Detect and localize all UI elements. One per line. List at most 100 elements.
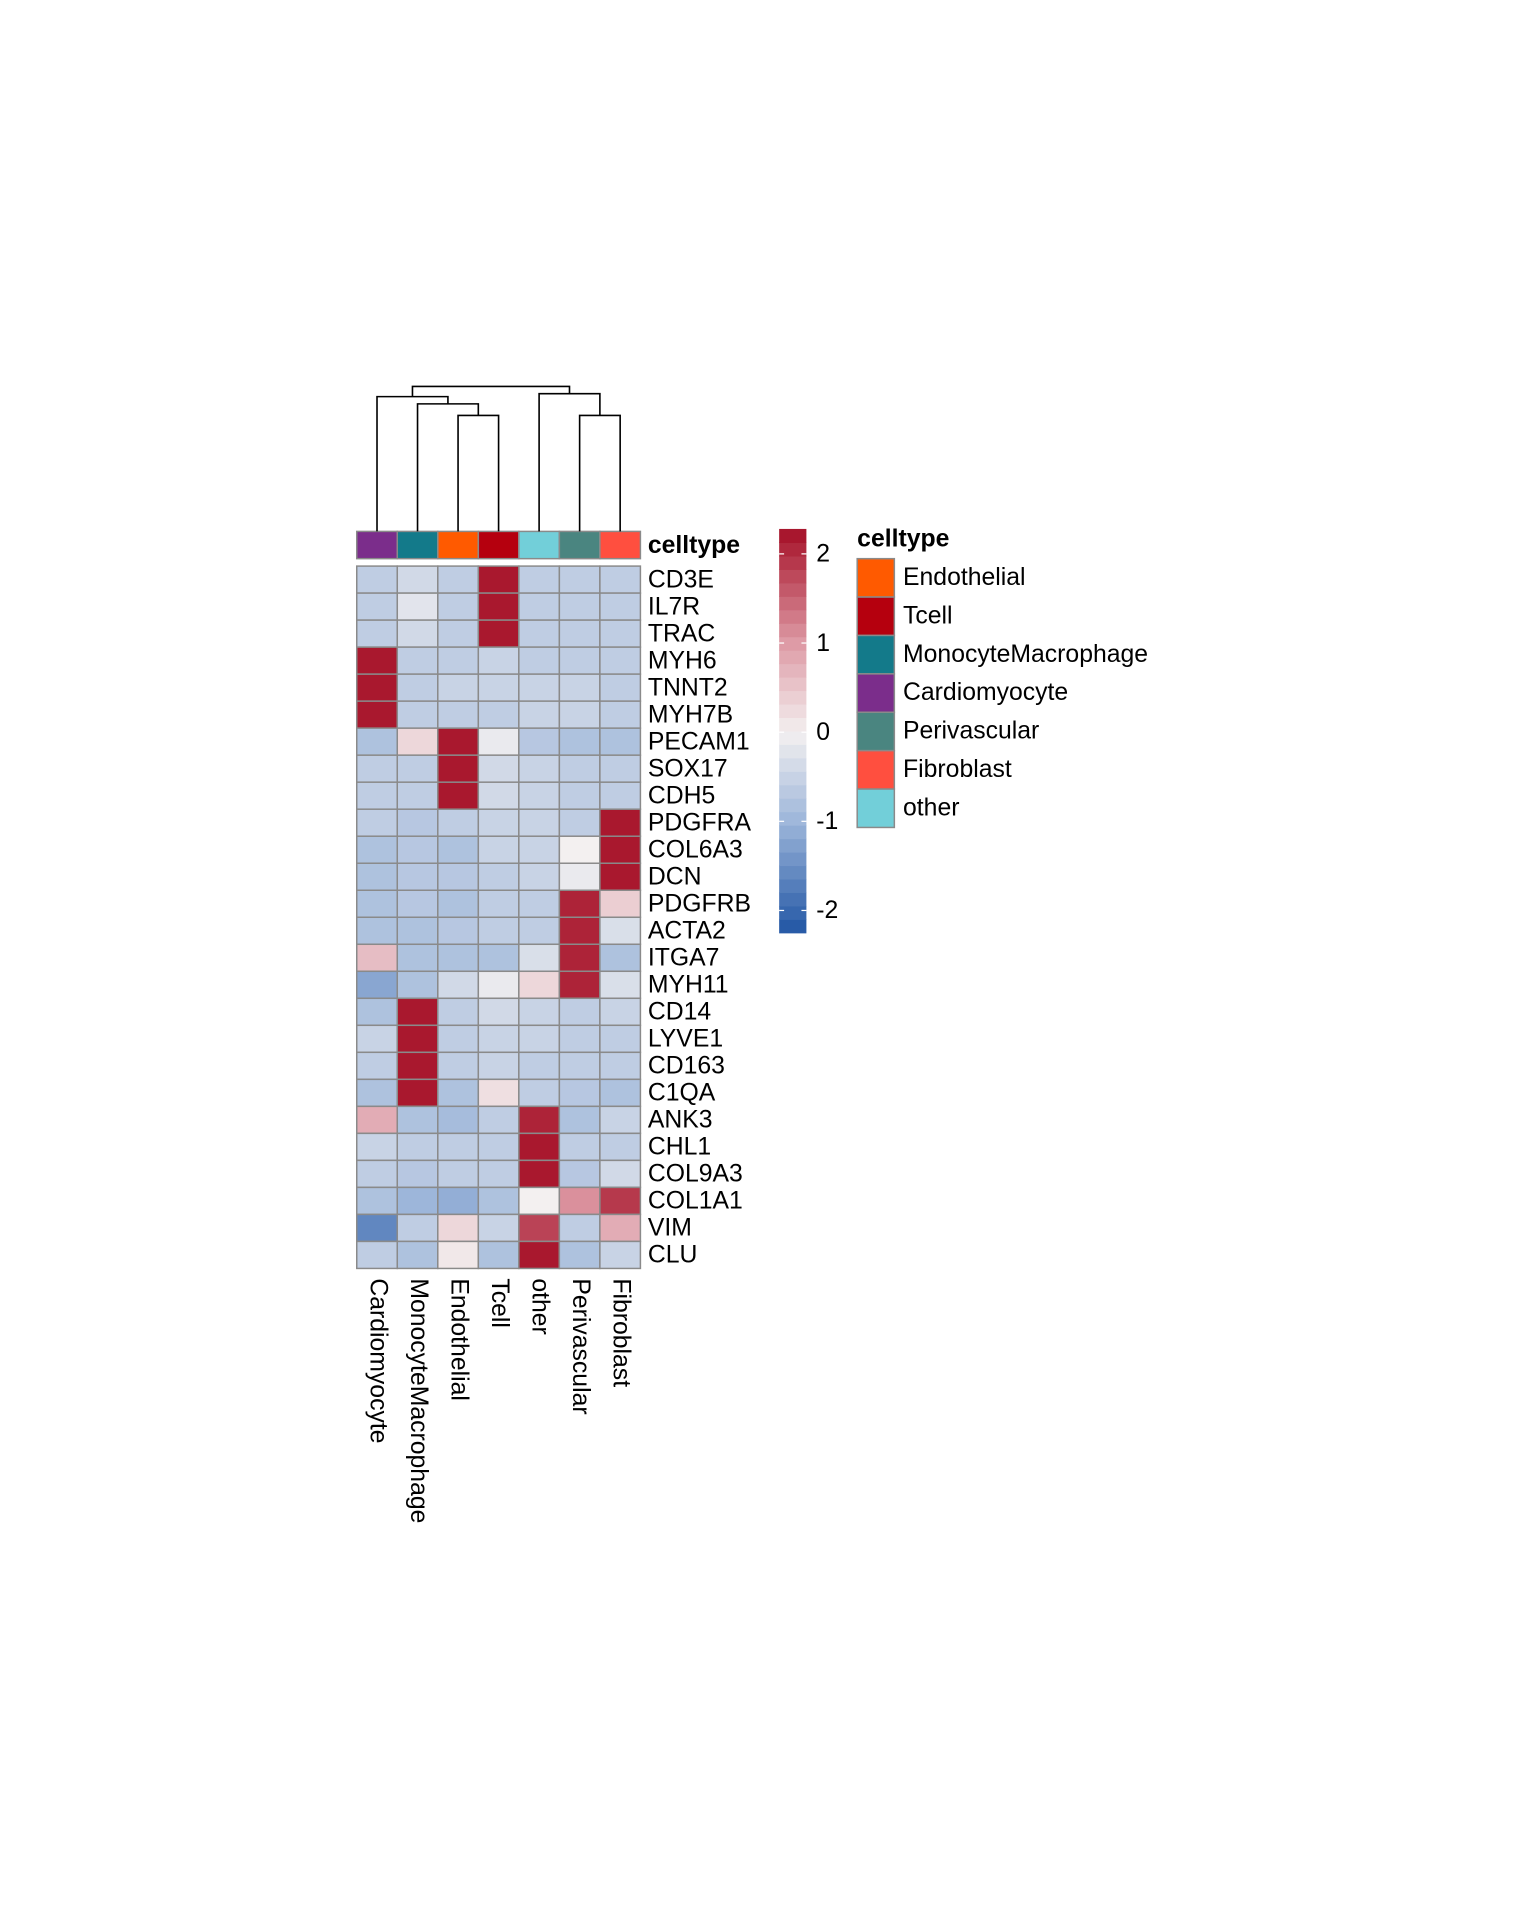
heatmap-cell — [356, 1132, 399, 1162]
heatmap-cell — [356, 1159, 399, 1189]
annotation-cell — [477, 530, 520, 560]
heatmap-cell — [437, 565, 480, 594]
heatmap-cell — [477, 1159, 520, 1189]
colorbar-band — [779, 609, 807, 624]
heatmap-cell — [558, 1051, 601, 1081]
heatmap-cell — [518, 1132, 561, 1162]
heatmap-cell — [356, 592, 399, 621]
row-label: MYH6 — [648, 647, 717, 674]
heatmap-cell — [356, 916, 399, 946]
heatmap-cell — [396, 646, 439, 675]
dendrogram-branch — [411, 385, 571, 397]
heatmap-cell — [599, 1051, 642, 1081]
column-label: other — [527, 1278, 554, 1334]
heatmap-cell — [437, 1240, 480, 1270]
heatmap-cell — [599, 619, 642, 648]
heatmap-cell — [477, 619, 520, 648]
heatmap-cell — [558, 781, 601, 810]
heatmap-cell — [477, 943, 520, 973]
legend-swatch — [856, 596, 896, 637]
heatmap-cell — [558, 1132, 601, 1162]
row-label: CD3E — [648, 566, 714, 593]
colorbar-band — [779, 838, 807, 853]
heatmap-cell — [558, 565, 601, 594]
heatmap-cell — [518, 646, 561, 675]
heatmap-cell — [396, 1159, 439, 1189]
row-label: CLU — [648, 1242, 698, 1269]
heatmap-cell — [599, 1024, 642, 1054]
heatmap-cell — [518, 1105, 561, 1135]
heatmap-cell — [396, 1024, 439, 1054]
heatmap-cell — [558, 970, 601, 1000]
heatmap-cell — [558, 889, 601, 919]
heatmap-cell — [477, 808, 520, 837]
colorbar-band — [779, 663, 807, 678]
heatmap-cell — [518, 970, 561, 1000]
annotation-cell — [518, 530, 561, 560]
row-label: VIM — [648, 1215, 692, 1242]
heatmap-cell — [558, 1240, 601, 1270]
heatmap-cell — [396, 970, 439, 1000]
heatmap-cell — [558, 1213, 601, 1243]
heatmap-cell — [518, 835, 561, 864]
heatmap-cell — [437, 592, 480, 621]
dendrogram-branch — [538, 392, 601, 532]
heatmap-cell — [356, 673, 399, 702]
legend-title: celltype — [857, 526, 949, 553]
heatmap-cell — [356, 997, 399, 1027]
heatmap-cell — [558, 1024, 601, 1054]
row-label: C1QA — [648, 1080, 716, 1107]
legend-label: MonocyteMacrophage — [903, 641, 1148, 668]
heatmap-cell — [518, 673, 561, 702]
heatmap-cell — [437, 700, 480, 729]
heatmap-cell — [356, 1240, 399, 1270]
colorbar-label: -2 — [816, 897, 838, 924]
heatmap-cell — [599, 916, 642, 946]
heatmap-cell — [558, 646, 601, 675]
heatmap-cell — [518, 727, 561, 756]
legend-swatch — [856, 788, 896, 829]
heatmap-cell — [396, 943, 439, 973]
colorbar-band — [779, 528, 807, 544]
colorbar-band — [779, 892, 807, 907]
heatmap-cell — [558, 754, 601, 783]
legend-label: Fibroblast — [903, 756, 1012, 783]
heatmap-cell — [437, 1105, 480, 1135]
row-label: TRAC — [648, 620, 715, 647]
heatmap-cell — [437, 889, 480, 919]
row-label: DCN — [648, 864, 702, 891]
heatmap-cell — [518, 1078, 561, 1108]
heatmap-cell — [437, 754, 480, 783]
heatmap-cell — [437, 862, 480, 891]
heatmap-cell — [477, 916, 520, 946]
row-label: PDGFRB — [648, 891, 751, 918]
heatmap-cell — [396, 781, 439, 810]
heatmap-cell — [396, 565, 439, 594]
colorbar-label: 1 — [816, 630, 830, 657]
row-label: CHL1 — [648, 1134, 711, 1161]
legend-swatch — [856, 749, 896, 790]
heatmap-cell — [437, 781, 480, 810]
heatmap-cell — [518, 1024, 561, 1054]
heatmap-cell — [396, 1105, 439, 1135]
heatmap-cell — [356, 1186, 399, 1216]
row-label: SOX17 — [648, 755, 728, 782]
colorbar-band — [779, 717, 807, 732]
dendrogram-branch — [416, 403, 480, 532]
heatmap-cell — [396, 1213, 439, 1243]
heatmap-cell — [518, 943, 561, 973]
heatmap-cell — [558, 619, 601, 648]
colorbar-band — [779, 690, 807, 705]
heatmap-cell — [599, 700, 642, 729]
heatmap-cell — [396, 1078, 439, 1108]
heatmap-cell — [518, 1159, 561, 1189]
legend-label: Endothelial — [903, 564, 1026, 591]
row-label: ANK3 — [648, 1107, 713, 1134]
heatmap-cell — [437, 943, 480, 973]
heatmap-cell — [518, 700, 561, 729]
legend-label: other — [903, 794, 959, 821]
heatmap-cell — [477, 1213, 520, 1243]
colorbar-band — [779, 555, 807, 570]
heatmap-cell — [599, 673, 642, 702]
heatmap-cell — [477, 1024, 520, 1054]
